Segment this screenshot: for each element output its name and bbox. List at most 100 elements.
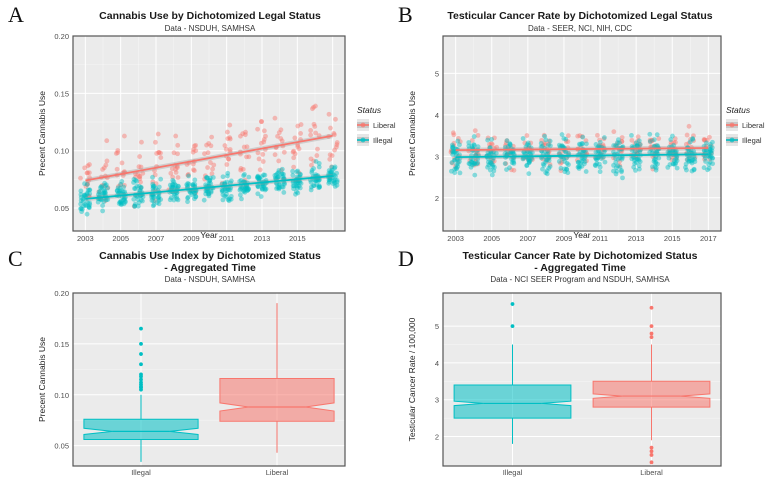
data-point-illegal bbox=[453, 165, 459, 171]
data-point-liberal bbox=[557, 151, 563, 157]
data-point-liberal bbox=[152, 172, 158, 178]
data-point-illegal bbox=[83, 203, 89, 209]
data-point-illegal bbox=[454, 162, 460, 168]
data-point-liberal bbox=[156, 150, 162, 155]
legend-entry: Liberal bbox=[373, 121, 396, 130]
data-point-liberal bbox=[276, 130, 282, 136]
data-point-illegal bbox=[577, 164, 583, 170]
data-point-illegal bbox=[508, 149, 514, 155]
data-point-liberal bbox=[210, 166, 215, 172]
data-point-illegal bbox=[85, 187, 91, 193]
data-point-illegal bbox=[290, 168, 296, 174]
data-point-illegal bbox=[259, 186, 265, 192]
data-point-illegal bbox=[224, 191, 229, 197]
data-point-illegal bbox=[525, 157, 531, 163]
data-point-liberal bbox=[546, 141, 552, 147]
data-point-illegal bbox=[617, 140, 622, 146]
legend-key-point bbox=[729, 122, 735, 128]
data-point-illegal bbox=[637, 142, 643, 148]
data-point-liberal bbox=[472, 128, 478, 134]
data-point-illegal bbox=[315, 177, 321, 183]
data-point-illegal bbox=[317, 177, 322, 183]
data-point-illegal bbox=[684, 157, 690, 163]
data-point-illegal bbox=[566, 162, 571, 168]
data-point-illegal bbox=[118, 181, 124, 187]
data-point-illegal bbox=[102, 188, 108, 194]
x-axis-label: Year bbox=[200, 230, 217, 240]
data-point-illegal bbox=[326, 168, 332, 173]
data-point-liberal bbox=[692, 154, 698, 160]
data-point-illegal bbox=[134, 194, 140, 199]
data-point-illegal bbox=[280, 174, 286, 179]
data-point-illegal bbox=[308, 184, 314, 190]
data-point-illegal bbox=[654, 149, 660, 155]
data-point-illegal bbox=[132, 201, 138, 207]
data-point-illegal bbox=[149, 192, 154, 198]
data-point-illegal bbox=[710, 139, 715, 145]
plot-panel bbox=[443, 293, 721, 466]
data-point-liberal bbox=[244, 144, 250, 150]
data-point-liberal bbox=[290, 149, 296, 155]
data-point-illegal bbox=[651, 159, 657, 164]
data-point-liberal bbox=[504, 151, 510, 157]
data-point-illegal bbox=[509, 160, 515, 166]
data-point-illegal bbox=[686, 156, 692, 162]
data-point-illegal bbox=[309, 168, 315, 173]
data-point-liberal bbox=[173, 169, 179, 175]
data-point-illegal bbox=[185, 194, 191, 200]
data-point-illegal bbox=[689, 168, 695, 174]
data-point-illegal bbox=[451, 157, 457, 163]
data-point-illegal bbox=[548, 143, 553, 149]
data-point-liberal bbox=[238, 133, 243, 139]
data-point-liberal bbox=[272, 115, 278, 121]
data-point-illegal bbox=[260, 182, 265, 188]
data-point-illegal bbox=[547, 138, 553, 144]
data-point-illegal bbox=[313, 159, 319, 164]
data-point-illegal bbox=[290, 183, 296, 189]
data-point-illegal bbox=[511, 159, 517, 165]
data-point-illegal bbox=[281, 190, 287, 195]
data-point-illegal bbox=[455, 160, 461, 166]
data-point-liberal bbox=[257, 167, 263, 173]
data-point-illegal bbox=[158, 197, 164, 202]
data-point-illegal bbox=[450, 145, 456, 150]
data-point-illegal bbox=[297, 171, 303, 177]
data-point-illegal bbox=[637, 148, 643, 154]
data-point-illegal bbox=[220, 197, 226, 203]
data-point-illegal bbox=[524, 163, 530, 168]
data-point-liberal bbox=[100, 166, 106, 172]
data-point-illegal bbox=[192, 196, 197, 202]
data-point-illegal bbox=[291, 183, 297, 189]
data-point-illegal bbox=[291, 186, 296, 192]
data-point-illegal bbox=[84, 191, 90, 197]
data-point-illegal bbox=[193, 194, 199, 199]
data-point-illegal bbox=[647, 131, 653, 137]
y-tick-label: 4 bbox=[435, 111, 439, 120]
data-point-liberal bbox=[702, 156, 707, 162]
outlier-point bbox=[510, 324, 515, 329]
data-point-illegal bbox=[583, 169, 589, 174]
data-point-illegal bbox=[225, 186, 231, 192]
data-point-liberal bbox=[635, 138, 641, 144]
data-point-illegal bbox=[611, 168, 616, 174]
data-point-illegal bbox=[313, 178, 319, 184]
data-point-illegal bbox=[170, 182, 176, 188]
data-point-illegal bbox=[101, 190, 107, 196]
data-point-illegal bbox=[331, 179, 337, 185]
data-point-liberal bbox=[611, 129, 617, 135]
data-point-illegal bbox=[117, 199, 123, 205]
data-point-illegal bbox=[683, 161, 689, 167]
data-point-liberal bbox=[487, 141, 492, 147]
data-point-illegal bbox=[674, 154, 680, 160]
data-point-illegal bbox=[485, 137, 491, 143]
data-point-liberal bbox=[242, 177, 248, 183]
data-point-illegal bbox=[119, 178, 125, 184]
data-point-illegal bbox=[156, 195, 161, 201]
data-point-illegal bbox=[206, 178, 212, 184]
data-point-illegal bbox=[674, 148, 679, 154]
data-point-illegal bbox=[244, 188, 250, 194]
data-point-illegal bbox=[255, 174, 261, 180]
data-point-illegal bbox=[150, 183, 156, 189]
data-point-illegal bbox=[190, 182, 196, 188]
panel-d: D Testicular Cancer Rate by Dichotomized … bbox=[398, 246, 722, 477]
